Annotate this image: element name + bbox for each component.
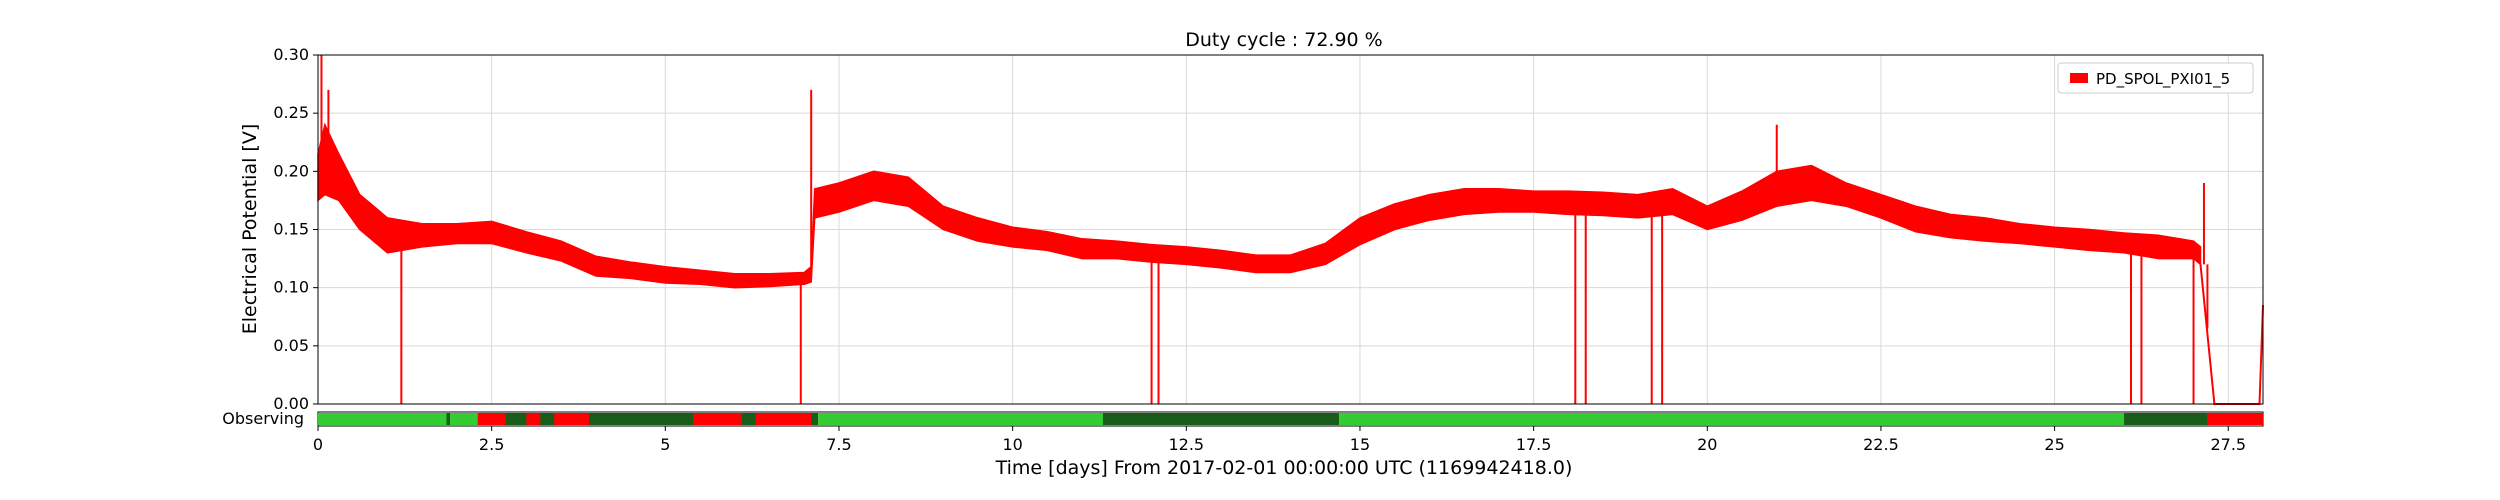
legend-box <box>2057 62 2254 94</box>
y-tick-label: 0.20 <box>273 161 309 180</box>
x-tick-label: 5 <box>660 435 670 454</box>
x-tick-label: 20 <box>1697 435 1717 454</box>
segment-row-label: Observing <box>222 409 304 428</box>
y-tick-label: 0.15 <box>273 220 309 239</box>
y-tick-label: 0.00 <box>273 394 309 413</box>
x-tick-label: 25 <box>2044 435 2064 454</box>
segment-known <box>446 413 450 425</box>
y-tick-label: 0.30 <box>273 45 309 64</box>
segment-active <box>318 413 478 425</box>
chart-title: Duty cycle : 72.90 % <box>1185 29 1382 51</box>
x-tick-label: 15 <box>1350 435 1370 454</box>
series-band <box>317 122 2202 289</box>
x-tick-label: 0 <box>313 435 323 454</box>
segment-off <box>755 413 812 425</box>
x-tick-label: 2.5 <box>479 435 504 454</box>
x-tick-label: 7.5 <box>826 435 851 454</box>
segment-off <box>526 413 541 425</box>
segment-bars <box>318 413 2263 425</box>
segment-known <box>1102 413 1340 425</box>
y-axis-label: Electrical Potential [V] <box>239 124 261 334</box>
y-axis: 0.00 0.05 0.10 0.15 0.20 0.25 0.30 <box>273 45 318 413</box>
y-tick-label: 0.10 <box>273 278 309 297</box>
y-tick-label: 0.25 <box>273 103 309 122</box>
series-tail <box>2199 264 2264 405</box>
x-tick-label: 22.5 <box>1863 435 1899 454</box>
segment-active <box>1339 413 2208 425</box>
x-tick-label: 27.5 <box>2210 435 2246 454</box>
x-tick-label: 17.5 <box>1516 435 1552 454</box>
legend: PD_SPOL_PXI01_5 <box>2057 62 2254 94</box>
y-tick-label: 0.05 <box>273 336 309 355</box>
segment-row: Observing <box>222 409 2264 428</box>
x-tick-label: 12.5 <box>1168 435 1204 454</box>
x-axis-label: Time [days] From 2017-02-01 00:00:00 UTC… <box>995 457 1573 479</box>
segment-off <box>693 413 742 425</box>
segment-off <box>2207 413 2263 425</box>
legend-swatch <box>2070 73 2088 83</box>
legend-entry: PD_SPOL_PXI01_5 <box>2096 70 2230 89</box>
segment-off <box>477 413 506 425</box>
segment-known <box>2124 413 2208 425</box>
x-tick-label: 10 <box>1002 435 1022 454</box>
x-axis: 0 2.5 5 7.5 10 12.5 15 17.5 20 22.5 25 27.5 <box>313 426 2246 454</box>
segment-off <box>554 413 589 425</box>
